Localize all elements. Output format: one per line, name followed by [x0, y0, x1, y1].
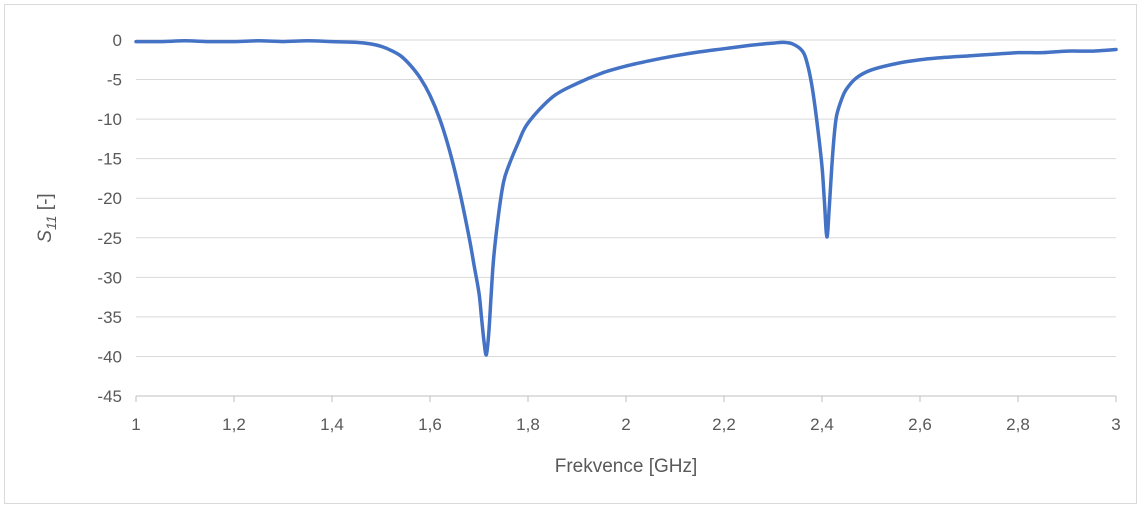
- y-tick-label: -10: [97, 110, 122, 129]
- line-chart: 0 -5 -10 -15 -20 -25 -30 -35 -40 -45 1 1,2 1,4 1,6 1,…: [35, 31, 1121, 477]
- y-tick-label: -45: [97, 387, 122, 406]
- y-axis-symbol: S: [35, 230, 56, 243]
- series-line: [134, 39, 1118, 357]
- y-tick-label: 0: [113, 31, 122, 50]
- y-axis-title: S11 [-]: [35, 193, 59, 242]
- x-tick-label: 1,4: [320, 415, 344, 434]
- y-tick-label: -15: [97, 150, 122, 169]
- y-tick-label: -20: [97, 189, 122, 208]
- x-tick-label: 1,2: [222, 415, 246, 434]
- y-tick-label: -5: [107, 71, 122, 90]
- x-tick-label: 2,6: [908, 415, 932, 434]
- x-tick-label: 1: [131, 415, 140, 434]
- x-tick-label: 3: [1111, 415, 1120, 434]
- x-tick-labels: 1 1,2 1,4 1,6 1,8 2 2,2 2,4 2,6 2,8 3: [131, 396, 1121, 434]
- y-axis-unit: [-]: [35, 193, 56, 215]
- x-tick-label: 2: [621, 415, 630, 434]
- gridlines: [136, 39, 1116, 397]
- x-tick-label: 1,8: [516, 415, 540, 434]
- y-tick-label: -40: [97, 347, 122, 366]
- y-tick-labels: 0 -5 -10 -15 -20 -25 -30 -35 -40 -45: [97, 31, 122, 406]
- x-axis-title: Frekvence [GHz]: [555, 456, 698, 477]
- series-layer: [134, 39, 1118, 357]
- x-tick-label: 1,6: [418, 415, 442, 434]
- x-tick-label: 2,8: [1006, 415, 1030, 434]
- chart-area: 0 -5 -10 -15 -20 -25 -30 -35 -40 -45 1 1,2 1,4 1,6 1,…: [4, 4, 1137, 504]
- y-tick-label: -30: [97, 268, 122, 287]
- x-tick-label: 2,4: [810, 415, 834, 434]
- x-tick-label: 2,2: [712, 415, 736, 434]
- y-tick-label: -35: [97, 308, 122, 327]
- y-axis-subscript: 11: [43, 215, 59, 230]
- y-tick-label: -25: [97, 229, 122, 248]
